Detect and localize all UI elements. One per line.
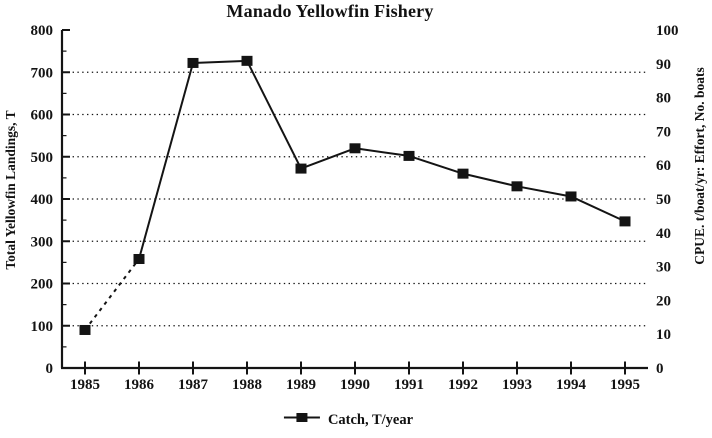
chart-title: Manado Yellowfin Fishery — [226, 1, 434, 21]
x-tick-label-1992: 1992 — [448, 377, 478, 393]
y-right-tick-label-10: 10 — [656, 327, 671, 343]
series-segment-1989-1990 — [300, 147, 356, 170]
x-tick-label-1994: 1994 — [556, 377, 587, 393]
series-segment-1992-1993 — [462, 172, 518, 188]
y-left-tick-label-400: 400 — [31, 192, 54, 208]
y-left-tick-label-200: 200 — [31, 277, 54, 293]
data-point-1988 — [241, 55, 253, 66]
legend: Catch, T/year — [283, 411, 413, 429]
x-tick-label-1990: 1990 — [340, 377, 370, 393]
series-segment-1993-1994 — [516, 185, 572, 198]
series-segment-1987-1988 — [192, 59, 248, 64]
y-right-tick-label-20: 20 — [656, 293, 671, 309]
x-tick-label-1985: 1985 — [70, 377, 100, 393]
x-tick-label-1989: 1989 — [286, 377, 316, 393]
y-right-tick-label-90: 90 — [656, 57, 671, 73]
y-right-tick-label-0: 0 — [656, 361, 664, 377]
y-left-tick-label-600: 600 — [31, 108, 54, 124]
data-point-1994 — [565, 191, 577, 202]
data-point-1990 — [349, 143, 361, 154]
y-right-tick-label-70: 70 — [656, 124, 671, 140]
series-segment-1985-1986 — [84, 258, 140, 331]
y-left-tick-label-700: 700 — [31, 65, 54, 81]
series-segment-1988-1989 — [246, 60, 302, 170]
x-tick-label-1993: 1993 — [502, 377, 532, 393]
y-right-tick-label-100: 100 — [656, 23, 679, 39]
legend-catch-label: Catch, T/year — [327, 411, 414, 428]
x-tick-label-1988: 1988 — [232, 377, 262, 393]
series-segment-1994-1995 — [570, 195, 626, 223]
data-point-1985 — [79, 324, 91, 335]
y-right-tick-label-60: 60 — [656, 158, 671, 174]
series-segment-1986-1987 — [138, 62, 194, 260]
y-right-tick-label-40: 40 — [656, 226, 671, 242]
y-left-tick-label-500: 500 — [31, 150, 54, 166]
series-segment-1991-1992 — [408, 154, 464, 175]
y-right-tick-label-80: 80 — [656, 91, 671, 107]
data-point-1991 — [403, 150, 415, 161]
data-point-1987 — [187, 57, 199, 68]
y-left-tick-label-0: 0 — [46, 361, 54, 377]
data-point-1993 — [511, 181, 523, 192]
y-right-tick-label-50: 50 — [656, 192, 671, 208]
data-point-1992 — [457, 168, 469, 179]
x-tick-label-1987: 1987 — [178, 377, 209, 393]
data-point-1986 — [133, 253, 145, 264]
y-left-tick-label-100: 100 — [31, 319, 54, 335]
x-tick-label-1995: 1995 — [610, 377, 640, 393]
y-left-tick-label-800: 800 — [31, 23, 54, 39]
x-tick-label-1991: 1991 — [394, 377, 424, 393]
legend-catch-marker-icon — [283, 411, 321, 429]
y-left-tick-label-300: 300 — [31, 234, 54, 250]
y-right-tick-label-30: 30 — [656, 260, 671, 276]
series-segment-1990-1991 — [354, 147, 410, 157]
data-point-1995 — [619, 216, 631, 227]
data-point-1989 — [295, 163, 307, 174]
x-tick-label-1986: 1986 — [124, 377, 155, 393]
